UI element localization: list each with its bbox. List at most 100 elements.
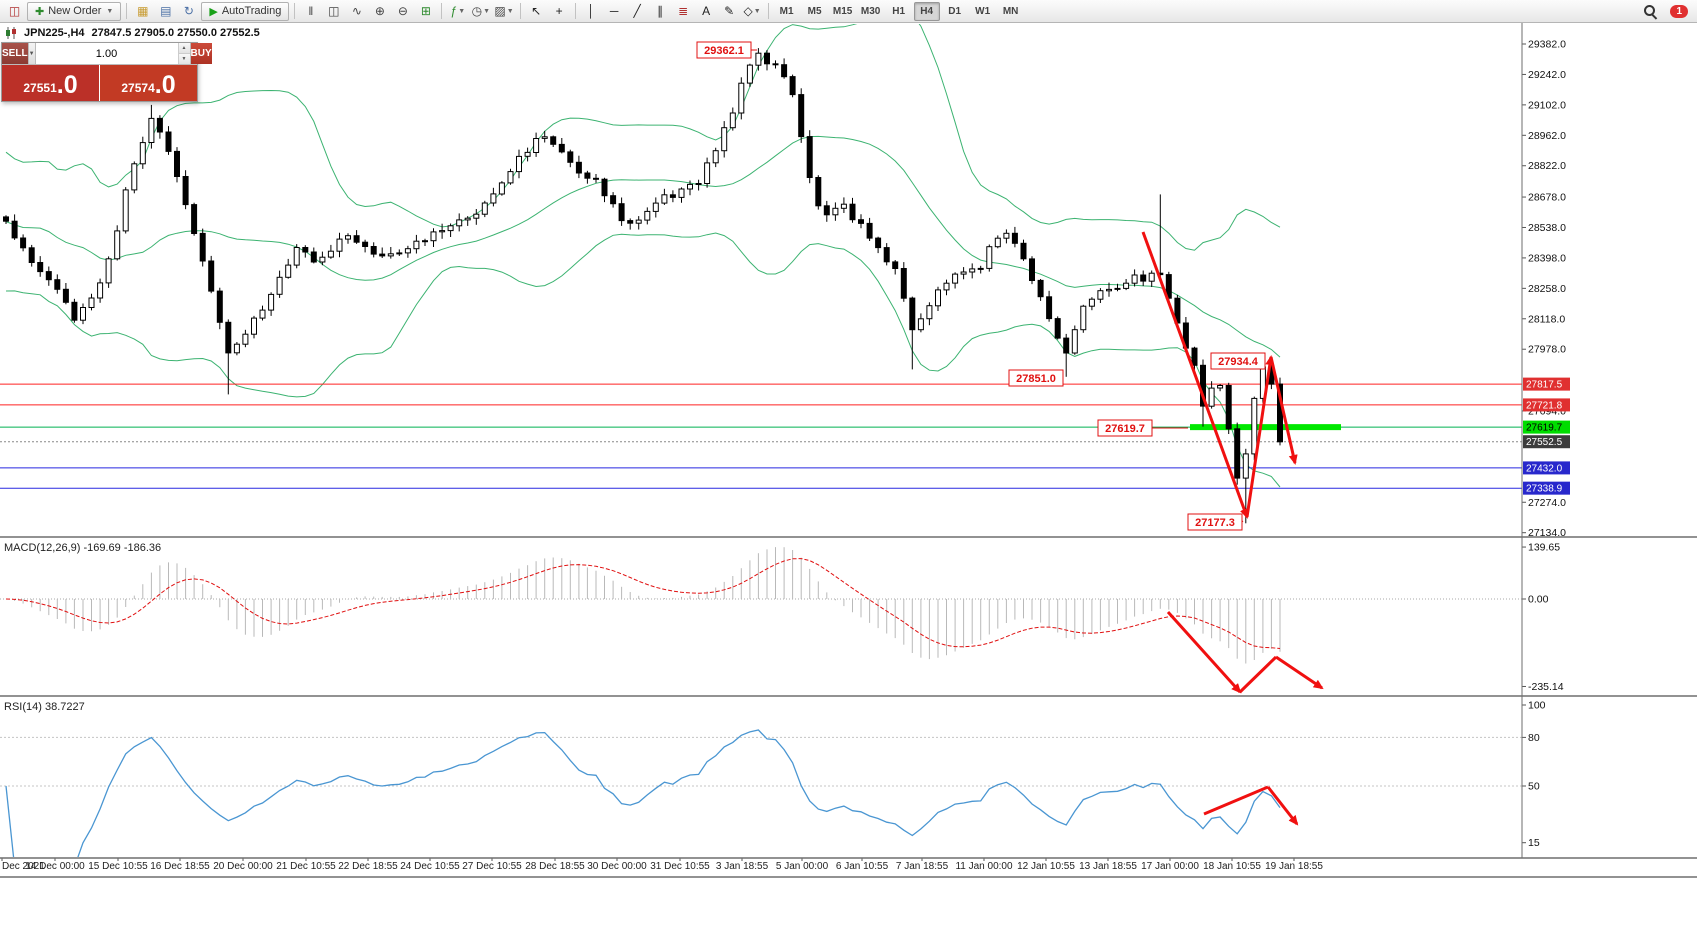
svg-text:28398.0: 28398.0	[1528, 252, 1566, 264]
price-callout[interactable]	[696, 41, 752, 59]
buy-price-button[interactable]: 27574 .0	[100, 65, 197, 101]
svg-text:31 Dec 10:55: 31 Dec 10:55	[650, 861, 710, 872]
equidistant-channel-icon[interactable]: ∥	[657, 4, 664, 18]
zoom-in-icon[interactable]: ⊕	[374, 4, 385, 18]
horizontal-line-icon[interactable]: ─	[609, 4, 619, 18]
sell-price-button[interactable]: 27551 .0	[2, 65, 100, 101]
svg-text:27851.0: 27851.0	[1016, 373, 1056, 385]
trend-arrow[interactable]	[1141, 231, 1249, 519]
text-label-icon[interactable]: ✎	[724, 4, 735, 18]
ohlc-readout: 27847.5 27905.0 27550.0 27552.5	[91, 27, 260, 39]
buy-price-pips: .0	[154, 71, 176, 99]
svg-text:15: 15	[1528, 837, 1540, 849]
svg-text:-235.14: -235.14	[1528, 681, 1564, 693]
chevron-down-icon: ▼	[483, 7, 491, 15]
new-order-button[interactable]: ✚ New Order ▼	[27, 1, 122, 21]
period-icon[interactable]: ◷ ▼	[471, 4, 491, 18]
svg-text:5 Jan 00:00: 5 Jan 00:00	[776, 861, 829, 872]
chart-annotations[interactable]: 29362.1 27851.0 27934.4 27619.7 27177.3	[696, 41, 1324, 826]
chart-symbol-info: JPN225-,H4 27847.5 27905.0 27550.0 27552…	[5, 27, 260, 39]
bar-chart-icon[interactable]: ‖	[308, 4, 314, 18]
volume-presets-dropdown[interactable]: ▼	[27, 43, 36, 64]
svg-text:27817.5: 27817.5	[1526, 380, 1563, 391]
trade-prices-row: 27551 .0 27574 .0	[2, 65, 197, 101]
timeframe-w1[interactable]: W1	[975, 5, 991, 17]
timeframe-h1[interactable]: H1	[892, 5, 906, 17]
svg-text:27177.3: 27177.3	[1195, 517, 1235, 529]
sell-button[interactable]: SELL	[2, 43, 28, 64]
zoom-out-icon[interactable]: ⊖	[397, 4, 408, 18]
timeframe-mn[interactable]: MN	[1002, 5, 1019, 17]
trend-arrow[interactable]	[1269, 356, 1298, 465]
toolbar-separator	[294, 3, 296, 19]
chevron-down-icon: ▼	[106, 7, 114, 15]
line-chart-icon[interactable]: ∿	[351, 4, 362, 18]
price-callout[interactable]	[1097, 419, 1153, 437]
candlestick-chart-icon[interactable]: ◫	[328, 4, 340, 18]
timeframe-m5[interactable]: M5	[807, 5, 822, 17]
svg-text:28538.0: 28538.0	[1528, 222, 1566, 234]
crosshair-icon[interactable]: +	[555, 4, 563, 18]
symbol-period-label: JPN225-,H4	[24, 27, 85, 39]
trend-arrow[interactable]	[1203, 785, 1269, 816]
svg-text:14 Dec 00:00: 14 Dec 00:00	[25, 861, 85, 872]
trendline-icon[interactable]: ╱	[633, 4, 641, 18]
fibonacci-icon[interactable]: ≣	[678, 4, 689, 18]
timeframe-m15[interactable]: M15	[832, 5, 853, 17]
toolbar-separator	[126, 3, 128, 19]
svg-text:0.00: 0.00	[1528, 594, 1549, 606]
trend-arrow[interactable]	[1166, 610, 1242, 694]
volume-input[interactable]	[35, 43, 178, 64]
trend-arrow[interactable]	[1275, 655, 1324, 690]
svg-text:7 Jan 18:55: 7 Jan 18:55	[896, 861, 949, 872]
market-watch-icon[interactable]: ▦	[137, 4, 149, 18]
indicators-icon[interactable]: ƒ ▼	[450, 4, 466, 18]
svg-text:13 Jan 18:55: 13 Jan 18:55	[1079, 861, 1137, 872]
price-callout[interactable]	[1187, 513, 1243, 531]
rsi-panel[interactable]	[0, 729, 1522, 867]
cursor-icon[interactable]: ↖	[531, 4, 542, 18]
data-window-icon[interactable]: ▤	[160, 4, 172, 18]
main-chart-panel[interactable]	[0, 11, 1522, 524]
trend-arrow[interactable]	[1238, 655, 1278, 694]
trend-arrow[interactable]	[1245, 355, 1275, 518]
volume-down-button[interactable]: ▼	[178, 54, 190, 64]
text-icon[interactable]: A	[702, 4, 711, 18]
price-callout[interactable]	[1008, 369, 1064, 387]
autotrading-button[interactable]: ▶ AutoTrading	[201, 1, 290, 21]
search-icon[interactable]	[1644, 4, 1657, 18]
svg-text:29102.0: 29102.0	[1528, 99, 1566, 111]
timeframe-m30[interactable]: M30	[860, 5, 881, 17]
svg-text:24 Dec 10:55: 24 Dec 10:55	[400, 861, 460, 872]
tile-windows-icon[interactable]: ⊞	[420, 4, 431, 18]
svg-text:27552.5: 27552.5	[1526, 437, 1563, 448]
toolbar-separator	[574, 3, 576, 19]
notifications-badge[interactable]: 1	[1670, 4, 1688, 18]
svg-text:17 Jan 00:00: 17 Jan 00:00	[1141, 861, 1199, 872]
macd-panel[interactable]	[0, 547, 1522, 664]
refresh-icon[interactable]: ↻	[183, 4, 194, 18]
trend-arrow[interactable]	[1266, 786, 1299, 826]
svg-text:27978.0: 27978.0	[1528, 344, 1566, 356]
svg-text:28822.0: 28822.0	[1528, 160, 1566, 172]
templates-icon[interactable]: ▨ ▼	[494, 4, 514, 18]
sell-price-main: 27551	[23, 81, 57, 95]
timeframe-h4[interactable]: H4	[913, 1, 940, 21]
timeframe-d1[interactable]: D1	[948, 5, 962, 17]
chart-window-icon[interactable]: ◫	[8, 4, 21, 18]
buy-button[interactable]: BUY	[189, 43, 212, 64]
svg-text:27338.9: 27338.9	[1526, 484, 1563, 495]
volume-up-button[interactable]: ▲	[178, 43, 190, 54]
svg-text:Dec 2021: Dec 2021	[2, 861, 45, 872]
vertical-line-icon[interactable]: │	[587, 4, 595, 18]
price-callout[interactable]	[1210, 352, 1266, 370]
timeframe-m1[interactable]: M1	[779, 5, 794, 17]
shapes-icon[interactable]: ◇ ▼	[743, 4, 761, 18]
price-axis[interactable]: 29382.0 29242.0 29102.0 28962.0 28822.0 28678…	[1522, 39, 1570, 850]
svg-text:27 Dec 10:55: 27 Dec 10:55	[462, 861, 522, 872]
main-toolbar: ◫ ✚ New Order ▼ ▦ ▤ ↻ ▶ AutoTrading ‖ ◫ ∿ ⊕ ⊖ ⊞ ƒ ▼ ◷ ▼ ▨ ▼ ↖…	[0, 0, 1697, 23]
toolbar-separator	[441, 3, 443, 19]
svg-text:21 Dec 10:55: 21 Dec 10:55	[276, 861, 336, 872]
